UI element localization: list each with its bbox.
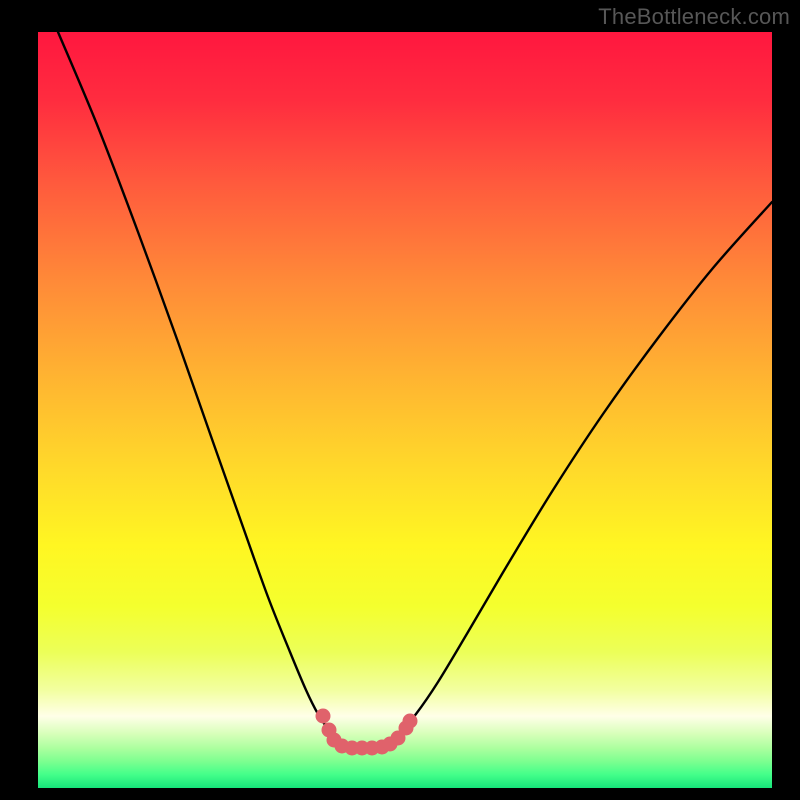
curve-right-branch bbox=[400, 202, 772, 732]
curve-layer bbox=[38, 32, 772, 788]
valley-marker bbox=[316, 709, 331, 724]
watermark-text: TheBottleneck.com bbox=[598, 4, 790, 30]
valley-marker bbox=[403, 714, 418, 729]
chart-stage: TheBottleneck.com bbox=[0, 0, 800, 800]
plot-area bbox=[38, 32, 772, 788]
curve-left-branch bbox=[58, 32, 330, 732]
